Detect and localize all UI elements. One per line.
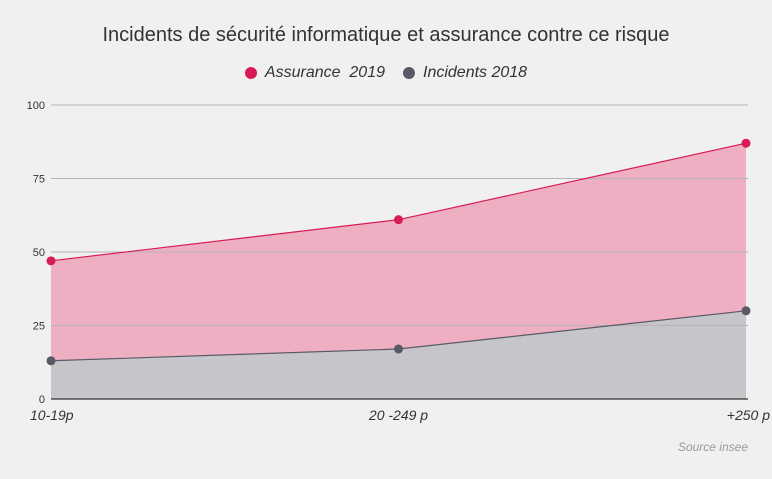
area-1 bbox=[51, 310, 746, 399]
source-note: Source insee bbox=[677, 440, 748, 454]
y-tick-label: 100 bbox=[27, 100, 45, 112]
legend-label-incidents: Incidents 2018 bbox=[423, 64, 528, 81]
y-tick-label: 0 bbox=[39, 394, 45, 406]
x-tick-label: 20 -249 p bbox=[368, 407, 428, 423]
data-point bbox=[394, 215, 403, 225]
y-tick-label: 25 bbox=[33, 321, 45, 333]
data-point bbox=[741, 138, 751, 148]
legend-marker-incidents bbox=[403, 67, 415, 79]
x-tick-label: 10-19p bbox=[30, 407, 74, 423]
y-tick-label: 50 bbox=[33, 247, 45, 259]
x-tick-label: +250 p bbox=[727, 407, 770, 423]
data-point bbox=[46, 256, 56, 266]
y-tick-label: 75 bbox=[33, 174, 45, 186]
legend: Assurance 2019 Incidents 2018 bbox=[0, 64, 772, 82]
data-point bbox=[394, 344, 403, 354]
legend-item-assurance[interactable]: Assurance 2019 bbox=[244, 64, 385, 82]
legend-label-assurance: Assurance 2019 bbox=[264, 64, 385, 81]
chart-title: Incidents de sécurité informatique et as… bbox=[102, 24, 670, 46]
legend-marker-assurance bbox=[244, 67, 257, 79]
legend-item-incidents[interactable]: Incidents 2018 bbox=[403, 64, 527, 82]
data-point bbox=[46, 356, 56, 366]
data-point bbox=[741, 306, 751, 316]
